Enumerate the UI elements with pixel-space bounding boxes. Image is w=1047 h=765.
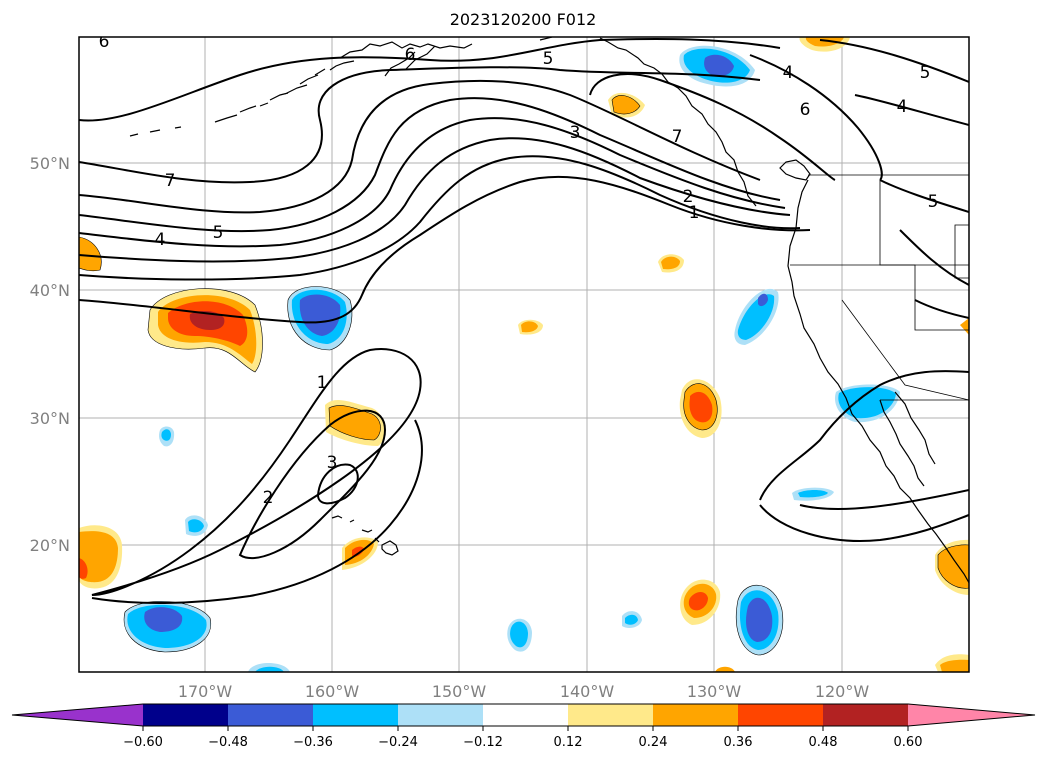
contour-main-0 <box>79 175 811 324</box>
colorbar-segment <box>143 704 228 726</box>
contour-label: 1 <box>317 373 328 393</box>
map-title: 2023120200 F012 <box>450 10 597 29</box>
contour-lines <box>79 37 969 605</box>
coastlines <box>129 37 969 584</box>
contour-east-3 <box>914 299 969 319</box>
lat-label-40n: 40°N <box>30 281 70 300</box>
colorbar-segment <box>738 704 823 726</box>
colorbar-tick-label: 0.12 <box>554 735 583 750</box>
contour-ne-2 <box>854 94 969 126</box>
contour-north-pacific-5 <box>79 117 786 248</box>
contour-east-2 <box>899 229 969 286</box>
contour-label: 5 <box>920 63 931 83</box>
lon-label-150w: 150°W <box>432 682 487 701</box>
contour-label: 5 <box>213 223 224 243</box>
contour-label: 3 <box>327 453 338 473</box>
contour-main-1 <box>79 155 801 281</box>
contour-north-pacific-1 <box>79 37 781 122</box>
anomaly-blob-east-37n <box>960 318 969 335</box>
colorbar-tick-label: −0.36 <box>293 735 333 750</box>
colorbar-tick-label: 0.60 <box>894 735 923 750</box>
contour-label-group: 5 6 6 4 5 3 7 2 1 7 4 5 1 2 3 6 4 5 <box>99 32 939 508</box>
contour-north-pacific-4 <box>79 97 781 233</box>
lat-label-50n: 50°N <box>30 154 70 173</box>
colorbar-tick-label: 0.36 <box>724 735 753 750</box>
contour-label: 3 <box>570 123 581 143</box>
contour-label: 4 <box>155 230 166 250</box>
political-borders <box>790 174 969 401</box>
contour-north-pacific-3 <box>79 79 761 214</box>
contour-label: 5 <box>928 192 939 212</box>
lon-label-120w: 120°W <box>815 682 870 701</box>
anomaly-blob-west-edge-43n <box>79 237 102 271</box>
negative-anomaly-areas <box>123 45 900 672</box>
colorbar-segment <box>823 704 908 726</box>
gridlines <box>79 37 969 672</box>
colorbar: −0.60 −0.48 −0.36 −0.24 −0.12 0.12 0.24 0.36 0.4… <box>11 703 1036 750</box>
colorbar-tick-label: 0.24 <box>639 735 668 750</box>
colorbar-segment <box>483 704 568 726</box>
contour-label: 2 <box>263 488 274 508</box>
anomaly-blob-bottom-mid <box>715 666 735 672</box>
latitude-labels: 50°N 40°N 30°N 20°N <box>30 154 70 555</box>
map-frame <box>78 36 970 673</box>
contour-subtropical-1 <box>91 348 422 596</box>
vancouver-island <box>779 159 811 181</box>
contour-subtropical-4 <box>316 463 359 505</box>
contour-east-coastal-2 <box>759 504 969 542</box>
colorbar-tick-label: 0.48 <box>809 735 838 750</box>
aleutian-islands <box>129 60 355 137</box>
contour-ne-1 <box>819 39 969 83</box>
colorbar-tick-label: −0.60 <box>123 735 163 750</box>
contour-subtropical-3 <box>238 409 387 560</box>
colorbar-segment <box>313 704 398 726</box>
contour-label: 6 <box>405 45 416 65</box>
colorbar-segment <box>568 704 653 726</box>
colorbar-tick-label: −0.24 <box>378 735 418 750</box>
lon-label-160w: 160°W <box>305 682 360 701</box>
contour-label: 7 <box>165 171 176 191</box>
hawaii-islands <box>331 515 399 556</box>
lon-label-130w: 130°W <box>687 682 742 701</box>
contour-label: 4 <box>897 97 908 117</box>
positive-anomaly-areas <box>79 37 969 672</box>
contour-north-pacific-2 <box>79 66 761 184</box>
colorbar-segment <box>653 704 738 726</box>
contour-label: 1 <box>689 203 700 223</box>
lon-label-140w: 140°W <box>560 682 615 701</box>
contour-subtropical-2 <box>91 419 423 605</box>
contour-east-coastal-3 <box>799 489 969 511</box>
contour-label: 2 <box>683 187 694 207</box>
colorbar-extend-high <box>908 704 1035 726</box>
baja-california <box>879 391 936 487</box>
contour-east-1 <box>879 179 969 213</box>
longitude-labels: 170°W 160°W 150°W 140°W 130°W 120°W <box>178 682 870 701</box>
contour-label: 4 <box>783 63 794 83</box>
contour-label: 6 <box>99 32 110 52</box>
contour-label: 6 <box>800 100 811 120</box>
colorbar-segment <box>398 704 483 726</box>
lat-label-20n: 20°N <box>30 536 70 555</box>
contour-east-coastal <box>759 370 969 501</box>
contour-gulf-alaska <box>589 73 836 181</box>
colorbar-segment <box>228 704 313 726</box>
colorbar-extend-low <box>12 704 143 726</box>
colorbar-tick-label: −0.48 <box>208 735 248 750</box>
lon-label-170w: 170°W <box>178 682 233 701</box>
colorbar-tick-label: −0.12 <box>463 735 503 750</box>
lat-label-30n: 30°N <box>30 409 70 428</box>
north-america-coast <box>787 179 969 584</box>
contour-gulf-alaska-2 <box>749 54 883 181</box>
alaska-coast <box>339 37 757 207</box>
contour-north-pacific-6 <box>79 137 791 263</box>
contour-label: 7 <box>672 127 683 147</box>
contour-label: 5 <box>543 49 554 69</box>
